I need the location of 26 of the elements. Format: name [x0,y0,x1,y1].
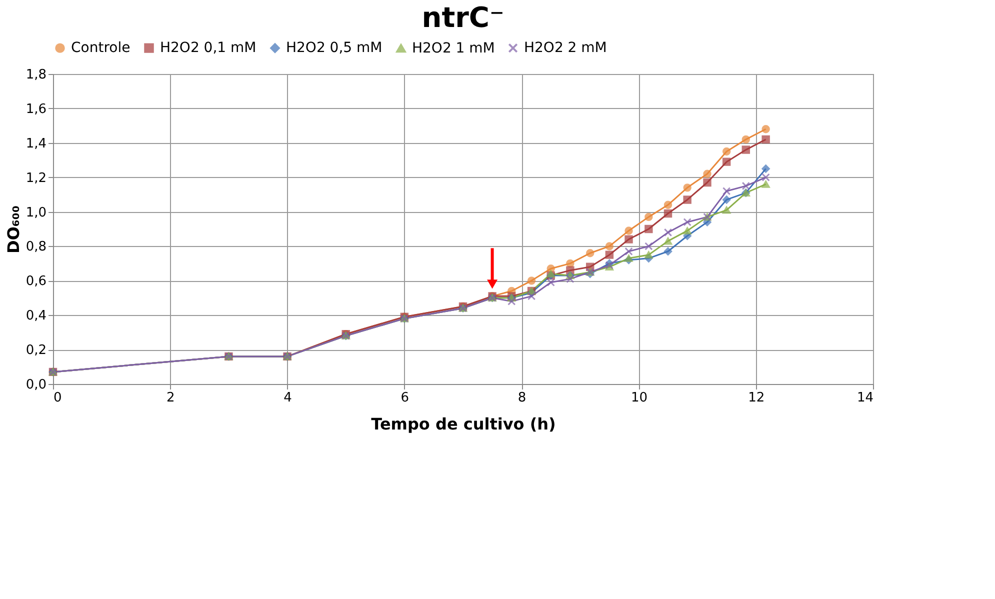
y-tick-label: 1,0 [26,205,46,220]
x-tick-label: 14 [856,390,874,406]
x-tick-label: 12 [748,390,765,406]
y-tick-label: 0,4 [26,308,46,324]
y-tick-label: 1,4 [26,136,46,152]
legend-label: H2O2 1 mM [412,40,495,56]
y-tick-label: 0,6 [26,274,46,290]
x-tick-label: 6 [400,390,410,406]
y-tick-label: 0,2 [26,343,46,358]
x-tick-label: 10 [630,390,648,406]
chart-title: ntrC⁻ [422,1,504,34]
legend-label: Controle [71,40,130,56]
y-tick-label: 0,8 [26,240,46,255]
legend-label: H2O2 0,1 mM [160,40,256,56]
x-tick-label: 4 [284,390,292,406]
x-tick-label: 2 [166,390,175,406]
x-tick-label: 0 [54,390,62,406]
y-tick-label: 1,8 [26,68,46,82]
y-tick-label: 1,2 [26,170,46,186]
legend-label: H2O2 0,5 mM [286,40,382,56]
x-tick-label: 8 [518,390,526,406]
y-tick-label: 1,6 [26,102,46,117]
y-axis-title: DO₆₀₀ [4,206,23,254]
x-axis-title: Tempo de cultivo (h) [371,414,556,434]
y-tick-label: 0,0 [26,378,46,392]
legend-label: H2O2 2 mM [524,40,607,56]
